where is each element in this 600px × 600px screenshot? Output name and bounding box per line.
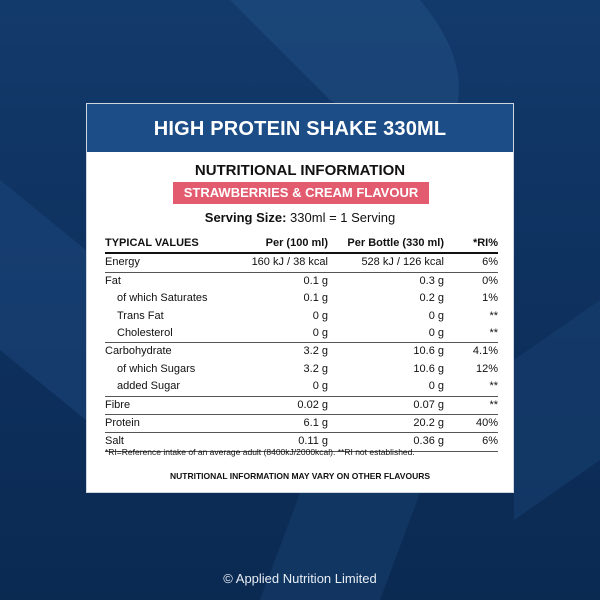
- heading: NUTRITIONAL INFORMATION: [194, 162, 406, 179]
- copyright: © Applied Nutrition Limited: [223, 571, 377, 586]
- nutrient-name: of which Saturates: [117, 292, 208, 305]
- nutrient-value: 3.2 g: [303, 362, 328, 375]
- nutrient-value: 160 kJ / 38 kcal: [251, 256, 328, 269]
- nutrient-value: 0.2 g: [419, 292, 444, 305]
- nutrient-value: 0 g: [312, 380, 328, 393]
- title: HIGH PROTEIN SHAKE 330ML: [153, 118, 447, 140]
- table-row: Fibre 0.02 g 0.07 g **: [105, 397, 498, 415]
- table-row: Carbohydrate 3.2 g 10.6 g 4.1%: [105, 343, 498, 360]
- note: NUTRITIONAL INFORMATION MAY VARY ON OTHE…: [169, 471, 431, 481]
- nutrient-value: 6%: [482, 435, 498, 448]
- nutrition-card: HIGH PROTEIN SHAKE 330ML NUTRITIONAL INF…: [86, 103, 514, 493]
- nutrient-value: 0 g: [312, 309, 328, 322]
- nutrient-value: 0.3 g: [419, 274, 444, 287]
- column-header: Per Bottle (330 ml): [347, 237, 444, 249]
- table-row: Salt 0.11 g 0.36 g 6%: [105, 433, 498, 452]
- nutrient-value: 12%: [475, 362, 498, 375]
- title-band: HIGH PROTEIN SHAKE 330ML: [87, 104, 513, 152]
- nutrient-value: 40%: [475, 416, 498, 429]
- nutrient-value: 3.2 g: [303, 345, 328, 358]
- nutrient-value: 10.6 g: [413, 362, 444, 375]
- table-row: Trans Fat 0 g 0 g **: [105, 308, 498, 325]
- nutrient-value: 528 kJ / 126 kcal: [361, 256, 444, 269]
- nutrient-name: Cholesterol: [117, 326, 173, 339]
- nutrient-value: 0 g: [428, 309, 444, 322]
- nutrition-table: TYPICAL VALUES Per (100 ml) Per Bottle (33…: [105, 235, 498, 452]
- nutrient-value: 0 g: [428, 380, 444, 393]
- header-row: TYPICAL VALUES Per (100 ml) Per Bottle (33…: [105, 235, 498, 255]
- nutrient-name: Trans Fat: [117, 309, 164, 322]
- nutrient-value: **: [489, 309, 498, 322]
- nutrient-value: 10.6 g: [413, 345, 444, 358]
- nutrient-value: 0 g: [428, 326, 444, 339]
- nutrient-value: **: [489, 380, 498, 393]
- nutrient-value: 0.02 g: [297, 398, 328, 411]
- nutrient-value: 0.1 g: [303, 274, 328, 287]
- nutrient-value: 0.1 g: [303, 292, 328, 305]
- nutrient-value: 6.1 g: [303, 416, 328, 429]
- serving-value: 330ml = 1 Serving: [290, 210, 396, 225]
- nutrient-value: **: [489, 326, 498, 339]
- column-header: Per (100 ml): [265, 237, 328, 249]
- table-row: Fat 0.1 g 0.3 g 0%: [105, 273, 498, 290]
- table-row: of which Saturates 0.1 g 0.2 g 1%: [105, 290, 498, 307]
- nutrient-name: Energy: [105, 256, 140, 269]
- nutrient-name: Carbohydrate: [105, 345, 172, 358]
- nutrient-value: 20.2 g: [413, 416, 444, 429]
- nutrient-name: Fibre: [105, 398, 131, 411]
- nutrient-name: added Sugar: [117, 380, 180, 393]
- nutrient-value: 0.11 g: [298, 435, 328, 448]
- nutrient-value: 0%: [482, 274, 498, 287]
- serving-label: Serving Size:: [204, 210, 287, 225]
- table-row: Protein 6.1 g 20.2 g 40%: [105, 415, 498, 434]
- nutrient-name: Fat: [105, 274, 121, 287]
- table-row: added Sugar 0 g 0 g **: [105, 378, 498, 397]
- column-header: TYPICAL VALUES: [105, 237, 199, 249]
- nutrient-value: 6%: [482, 256, 498, 269]
- table-row: Cholesterol 0 g 0 g **: [105, 325, 498, 344]
- nutrient-name: of which Sugars: [117, 362, 196, 375]
- flavour-badge: STRAWBERRIES & CREAM FLAVOUR: [173, 182, 429, 204]
- column-header: *RI%: [472, 237, 498, 249]
- nutrient-name: Salt: [105, 435, 124, 448]
- nutrient-value: 0 g: [312, 326, 328, 339]
- table-row: of which Sugars 3.2 g 10.6 g 12%: [105, 361, 498, 378]
- serving-size: Serving Size: 330ml = 1 Serving: [87, 210, 513, 225]
- nutrient-name: Protein: [105, 416, 140, 429]
- nutrient-value: 0.36 g: [413, 435, 444, 448]
- nutrient-value: 1%: [482, 292, 498, 305]
- nutrient-value: **: [489, 398, 498, 411]
- nutrient-value: 4.1%: [472, 345, 498, 358]
- footnote: *RI=Reference intake of an average adult…: [105, 447, 415, 457]
- nutrient-value: 0.07 g: [413, 398, 444, 411]
- table-row: Energy 160 kJ / 38 kcal 528 kJ / 126 kcal 6…: [105, 254, 498, 273]
